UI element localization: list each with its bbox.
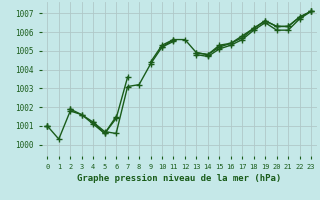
- X-axis label: Graphe pression niveau de la mer (hPa): Graphe pression niveau de la mer (hPa): [77, 174, 281, 183]
